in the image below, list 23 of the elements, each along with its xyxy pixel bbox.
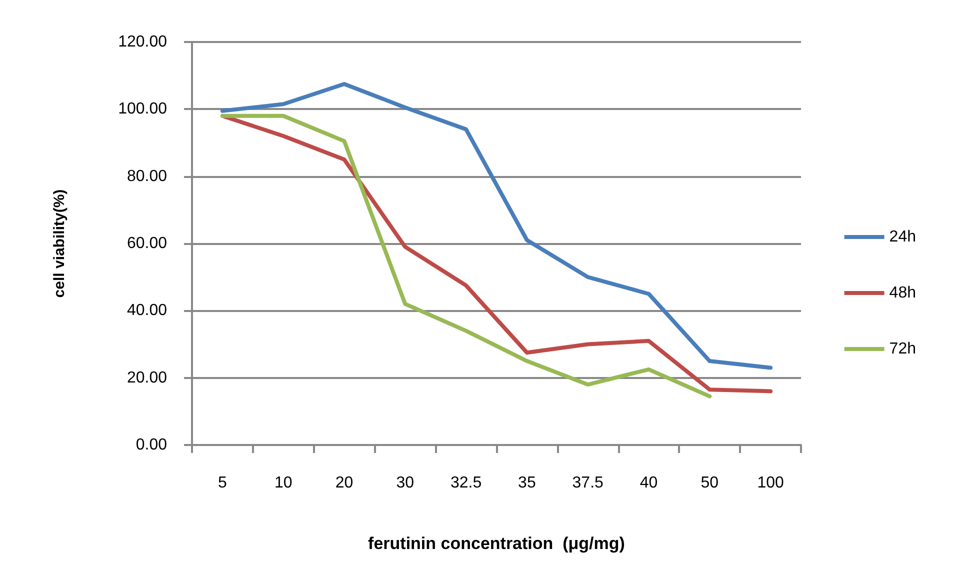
line-series <box>220 82 773 370</box>
legend-label: 24h <box>889 228 916 246</box>
x-tick-label: 37.5 <box>572 474 604 492</box>
x-tick-label: 30 <box>396 474 414 492</box>
x-tick-label: 20 <box>335 474 354 492</box>
y-tick-label: 0.00 <box>136 436 168 454</box>
y-axis-title: cell viability(%) <box>51 189 68 298</box>
y-tick-label: 60.00 <box>126 235 168 252</box>
x-tick-label: 10 <box>274 474 292 492</box>
legend-label: 72h <box>889 340 916 358</box>
x-tick-label: 5 <box>218 474 227 492</box>
y-tick-label: 120.00 <box>118 34 168 50</box>
x-tick-label: 100 <box>757 474 784 492</box>
y-tick-label: 80.00 <box>126 168 168 185</box>
x-tick-label: 35 <box>518 474 536 492</box>
x-axis-title: ferutinin concentration (μg/mg) <box>368 534 625 553</box>
y-tick-label: 100.00 <box>118 100 168 118</box>
x-tick-label: 40 <box>640 474 658 492</box>
y-tick-label: 40.00 <box>126 302 168 320</box>
x-tick-label: 32.5 <box>450 474 482 492</box>
x-tick-label: 50 <box>700 474 719 492</box>
y-tick-label: 20.00 <box>126 369 168 386</box>
legend-label: 48h <box>889 284 916 302</box>
